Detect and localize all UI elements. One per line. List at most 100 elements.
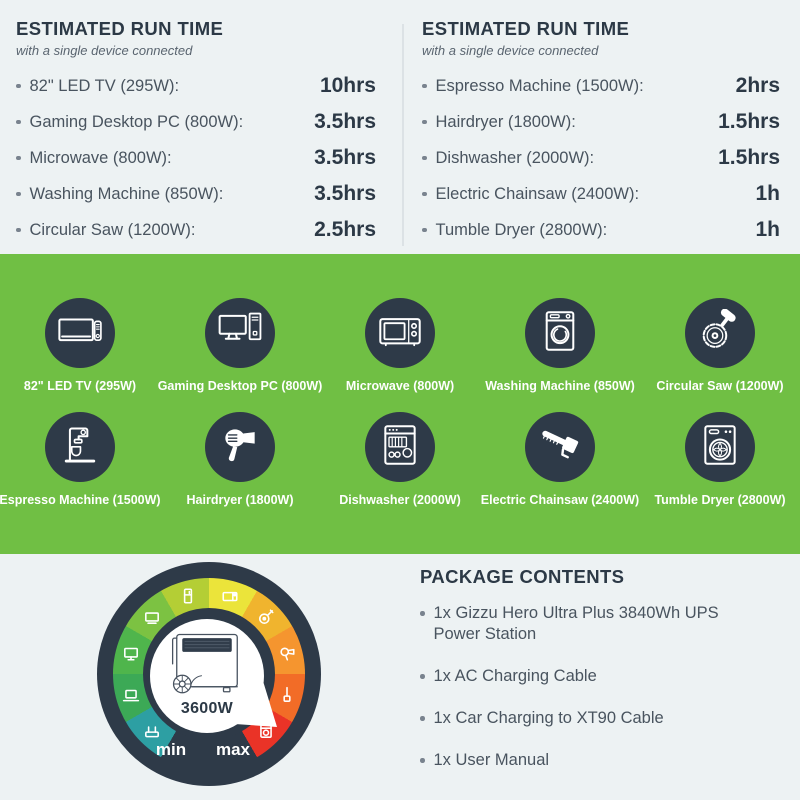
device-label: Electric Chainsaw (2400W):	[435, 184, 640, 203]
device-icon-label: Washing Machine (850W)	[485, 379, 635, 393]
device-icon-label: Hairdryer (1800W)	[186, 493, 294, 507]
device-cell: Dishwasher (2000W)	[320, 412, 480, 526]
bullet-icon	[422, 83, 427, 89]
device-cell: Espresso Machine (1500W)	[0, 412, 161, 526]
device-icons-section: 82" LED TV (295W) Gaming Desktop PC (800…	[0, 254, 800, 554]
list-item: Espresso Machine (1500W): 2hrs	[422, 68, 780, 104]
espresso-machine-icon	[58, 423, 102, 472]
monitor-icon	[122, 644, 140, 662]
runtime-panel-left: ESTIMATED RUN TIME with a single device …	[0, 0, 402, 254]
device-label: Gaming Desktop PC (800W):	[29, 112, 244, 131]
package-item-text: 1x AC Charging Cable	[433, 667, 597, 685]
runtime-section: ESTIMATED RUN TIME with a single device …	[0, 0, 800, 254]
list-item: 1x AC Charging Cable	[420, 666, 742, 687]
device-row-2: Espresso Machine (1500W) Hairdryer (1800…	[0, 412, 800, 526]
list-item: Microwave (800W): 3.5hrs	[16, 140, 376, 176]
device-cell: Circular Saw (1200W)	[640, 298, 800, 412]
bullet-icon	[16, 119, 21, 125]
device-icon-label: Dishwasher (2000W)	[339, 493, 461, 507]
router-icon	[143, 722, 161, 740]
bullet-icon	[16, 83, 21, 89]
hairdryer-icon	[278, 644, 296, 662]
device-label: Hairdryer (1800W):	[435, 112, 576, 131]
bullet-icon	[422, 119, 427, 125]
hairdryer-icon	[218, 423, 262, 472]
device-icon-label: Tumble Dryer (2800W)	[654, 493, 786, 507]
bullet-icon	[16, 191, 21, 197]
bullet-icon	[420, 716, 425, 721]
desktop-pc-icon	[218, 309, 262, 358]
device-label: Tumble Dryer (2800W):	[435, 220, 608, 239]
tumble-dryer-icon	[698, 423, 742, 472]
list-item: Gaming Desktop PC (800W): 3.5hrs	[16, 104, 376, 140]
runtime-right-title: ESTIMATED RUN TIME	[422, 18, 630, 39]
device-cell: Microwave (800W)	[320, 298, 480, 412]
power-station-illustration	[163, 629, 251, 700]
bullet-icon	[422, 227, 427, 233]
list-item: Circular Saw (1200W): 2.5hrs	[16, 212, 376, 248]
runtime-value: 2.5hrs	[314, 218, 376, 241]
device-cell: Tumble Dryer (2800W)	[640, 412, 800, 526]
list-item: Electric Chainsaw (2400W): 1h	[422, 176, 780, 212]
list-item: Hairdryer (1800W): 1.5hrs	[422, 104, 780, 140]
device-icon-label: Circular Saw (1200W)	[656, 379, 784, 393]
gauge-bubble: 3600W	[150, 619, 264, 733]
device-cell: Hairdryer (1800W)	[160, 412, 320, 526]
list-item: 1x Gizzu Hero Ultra Plus 3840Wh UPS Powe…	[420, 603, 742, 645]
list-item: 1x User Manual	[420, 750, 742, 771]
package-contents-list: 1x Gizzu Hero Ultra Plus 3840Wh UPS Powe…	[420, 603, 742, 771]
fridge-icon	[179, 587, 197, 605]
runtime-value: 1h	[755, 218, 780, 241]
bullet-icon	[420, 758, 425, 763]
washing-machine-icon	[538, 309, 582, 358]
package-item-text: 1x Gizzu Hero Ultra Plus 3840Wh UPS Powe…	[433, 604, 719, 643]
bullet-icon	[16, 227, 21, 233]
bullet-icon	[420, 674, 425, 679]
microwave-icon	[221, 587, 239, 605]
device-cell: 82" LED TV (295W)	[0, 298, 160, 412]
saw-icon	[257, 608, 275, 626]
device-cell: Gaming Desktop PC (800W)	[157, 298, 323, 412]
min-label: min	[155, 740, 187, 759]
runtime-value: 3.5hrs	[314, 146, 376, 169]
led-tv-icon	[58, 309, 102, 358]
list-item: 1x Car Charging to XT90 Cable	[420, 708, 742, 729]
package-contents-title: PACKAGE CONTENTS	[420, 566, 625, 587]
max-label: max	[215, 740, 251, 759]
runtime-value: 3.5hrs	[314, 182, 376, 205]
washing-machine-icon	[257, 722, 275, 740]
package-item-text: 1x Car Charging to XT90 Cable	[433, 709, 664, 727]
wattage-label: 3600W	[180, 700, 234, 717]
device-cell: Washing Machine (850W)	[480, 298, 640, 412]
chainsaw-icon	[278, 686, 296, 704]
runtime-value: 3.5hrs	[314, 110, 376, 133]
device-label: Microwave (800W):	[29, 148, 172, 167]
runtime-right-subtitle: with a single device connected	[422, 43, 599, 58]
laptop-icon	[122, 686, 140, 704]
runtime-left-subtitle: with a single device connected	[16, 43, 193, 58]
microwave-icon	[378, 309, 422, 358]
bullet-icon	[422, 155, 427, 161]
list-item: 82" LED TV (295W): 10hrs	[16, 68, 376, 104]
device-label: Espresso Machine (1500W):	[435, 76, 644, 95]
bottom-section: 3600W min max PACKAGE CONTENTS 1x Gizzu …	[0, 554, 800, 800]
list-item: Dishwasher (2000W): 1.5hrs	[422, 140, 780, 176]
runtime-left-title: ESTIMATED RUN TIME	[16, 18, 224, 39]
device-label: Circular Saw (1200W):	[29, 220, 196, 239]
runtime-right-list: Espresso Machine (1500W): 2hrs Hairdryer …	[422, 68, 780, 248]
runtime-left-list: 82" LED TV (295W): 10hrs Gaming Desktop P…	[16, 68, 376, 248]
device-cell: Electric Chainsaw (2400W)	[480, 412, 640, 526]
device-icon-label: Electric Chainsaw (2400W)	[480, 493, 640, 507]
device-label: 82" LED TV (295W):	[29, 76, 180, 95]
device-icon-label: Espresso Machine (1500W)	[0, 493, 161, 507]
bullet-icon	[420, 611, 425, 616]
dishwasher-icon	[378, 423, 422, 472]
device-label: Washing Machine (850W):	[29, 184, 224, 203]
chainsaw-icon	[538, 423, 582, 472]
package-contents-panel: PACKAGE CONTENTS 1x Gizzu Hero Ultra Plu…	[420, 566, 742, 792]
bullet-icon	[422, 191, 427, 197]
device-label: Dishwasher (2000W):	[435, 148, 595, 167]
device-icon-label: Gaming Desktop PC (800W)	[157, 379, 323, 393]
runtime-panel-right: ESTIMATED RUN TIME with a single device …	[402, 0, 800, 254]
runtime-value: 1.5hrs	[718, 146, 780, 169]
